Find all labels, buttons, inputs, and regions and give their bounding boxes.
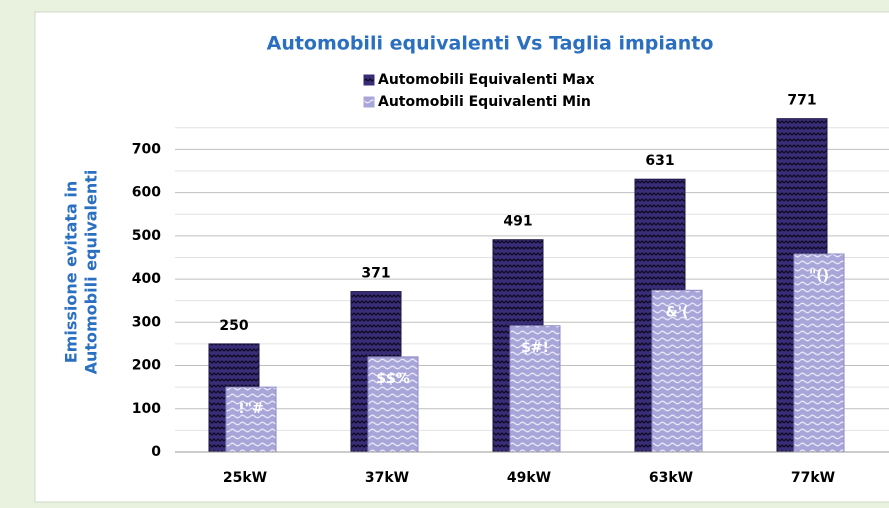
value-label: "()	[809, 268, 829, 284]
value-label: !"#	[238, 401, 263, 417]
y-tick-label: 600	[132, 185, 161, 201]
value-label: 491	[503, 214, 532, 230]
legend-swatch	[363, 96, 375, 108]
value-label: 250	[219, 318, 248, 334]
legend-swatch	[363, 74, 375, 86]
legend-label: Automobili Equivalenti Max	[378, 72, 595, 88]
x-tick-label: 37kW	[365, 470, 409, 486]
x-tick-label: 49kW	[507, 470, 551, 486]
y-tick-label: 400	[132, 271, 161, 287]
y-tick-label: 0	[151, 444, 161, 460]
value-label: 771	[787, 93, 816, 109]
y-tick-label: 300	[132, 314, 161, 330]
y-tick-label: 500	[132, 228, 161, 244]
legend-label: Automobili Equivalenti Min	[378, 94, 591, 110]
y-axis-label-line: Emissione evitata in	[62, 181, 81, 364]
bar	[793, 253, 845, 453]
y-tick-label: 700	[132, 141, 161, 157]
bar	[509, 325, 561, 453]
y-axis-label-line: Automobili equivalenti	[82, 170, 101, 375]
bar	[651, 289, 703, 453]
x-tick-label: 63kW	[649, 470, 693, 486]
value-label: 371	[361, 266, 390, 282]
chart-title: Automobili equivalenti Vs Taglia impiant…	[267, 33, 714, 55]
y-tick-label: 100	[132, 401, 161, 417]
x-tick-label: 77kW	[791, 470, 835, 486]
bar	[367, 356, 419, 453]
value-label: $#!	[521, 340, 549, 356]
bar	[225, 386, 277, 453]
value-label: 631	[645, 153, 674, 169]
value-label: $$%	[376, 371, 410, 387]
y-tick-label: 200	[132, 358, 161, 374]
x-tick-label: 25kW	[223, 470, 267, 486]
value-label: &'(	[666, 304, 689, 320]
y-axis-label: Emissione evitata in Automobili equivale…	[62, 170, 101, 375]
